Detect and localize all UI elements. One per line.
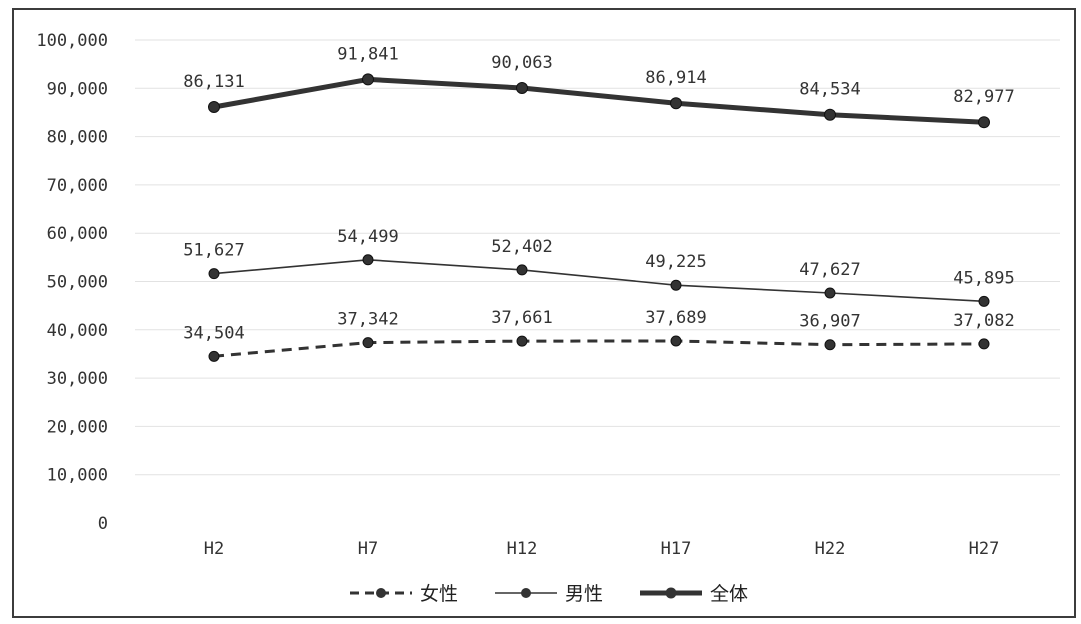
data-point <box>670 279 682 291</box>
data-point <box>978 338 990 350</box>
data-label: 86,131 <box>183 72 244 92</box>
legend-item: 男性 <box>495 583 603 605</box>
data-label: 36,907 <box>799 312 860 332</box>
data-point <box>824 108 836 121</box>
x-tick-label: H22 <box>815 539 846 559</box>
y-tick-label: 60,000 <box>47 224 108 244</box>
data-label: 51,627 <box>183 241 244 261</box>
legend-item: 女性 <box>350 583 458 605</box>
data-point <box>670 335 682 347</box>
y-tick-label: 70,000 <box>47 176 108 196</box>
legend-marker <box>376 588 386 598</box>
data-label: 91,841 <box>337 44 398 64</box>
data-point <box>670 97 682 110</box>
data-point <box>978 295 990 307</box>
series-line-1 <box>213 259 985 303</box>
data-point <box>362 73 374 86</box>
series-lines <box>213 76 985 358</box>
y-tick-label: 90,000 <box>47 79 108 99</box>
x-axis-tick-labels: H2 H7 H12 H17 H22 H27 <box>204 539 1000 559</box>
x-tick-label: H12 <box>507 539 538 559</box>
series-line-2 <box>213 76 985 125</box>
data-label: 37,342 <box>337 310 398 330</box>
data-label: 86,914 <box>645 68 706 88</box>
x-tick-label: H27 <box>969 539 1000 559</box>
data-point <box>824 339 836 351</box>
data-label: 47,627 <box>799 260 860 280</box>
legend-marker <box>665 587 677 599</box>
data-point <box>362 254 374 266</box>
series-points <box>208 73 990 362</box>
y-tick-label: 80,000 <box>47 128 108 148</box>
data-label: 37,689 <box>645 308 706 328</box>
legend-label: 全体 <box>710 583 748 605</box>
data-label: 54,499 <box>337 227 398 247</box>
x-tick-label: H17 <box>661 539 692 559</box>
chart-frame <box>12 8 1076 618</box>
legend-item: 全体 <box>640 583 748 605</box>
y-tick-label: 10,000 <box>47 466 108 486</box>
data-label: 34,504 <box>183 323 244 343</box>
data-label: 37,661 <box>491 308 552 328</box>
data-point <box>516 335 528 347</box>
data-label: 45,895 <box>953 268 1014 288</box>
data-point <box>208 350 220 362</box>
data-point <box>208 268 220 280</box>
y-tick-label: 40,000 <box>47 321 108 341</box>
y-tick-label: 30,000 <box>47 369 108 389</box>
series-line-0 <box>213 339 985 358</box>
legend-label: 男性 <box>565 583 603 605</box>
data-point <box>824 287 836 299</box>
legend-marker <box>521 588 531 598</box>
gridlines <box>135 39 1060 476</box>
data-point <box>516 264 528 276</box>
data-point <box>208 100 220 113</box>
data-point <box>362 337 374 349</box>
y-tick-label: 50,000 <box>47 273 108 293</box>
x-tick-label: H7 <box>358 539 378 559</box>
data-point <box>516 81 528 94</box>
data-point <box>978 116 990 129</box>
y-axis-tick-labels: 0 10,000 20,000 30,000 40,000 50,000 60,000 70,… <box>36 31 108 534</box>
data-labels: 34,504 37,342 37,661 37,689 36,907 37,082 51,6… <box>183 44 1014 343</box>
data-label: 37,082 <box>953 311 1014 331</box>
legend-label: 女性 <box>420 583 458 605</box>
data-label: 84,534 <box>799 80 860 100</box>
x-tick-label: H2 <box>204 539 224 559</box>
data-label: 52,402 <box>491 237 552 257</box>
y-tick-label: 0 <box>98 514 108 534</box>
legend: 女性 男性 全体 <box>350 583 748 605</box>
data-label: 90,063 <box>491 53 552 73</box>
y-tick-label: 20,000 <box>47 417 108 437</box>
y-tick-label: 100,000 <box>36 31 108 51</box>
data-label: 82,977 <box>953 87 1014 107</box>
data-label: 49,225 <box>645 252 706 272</box>
